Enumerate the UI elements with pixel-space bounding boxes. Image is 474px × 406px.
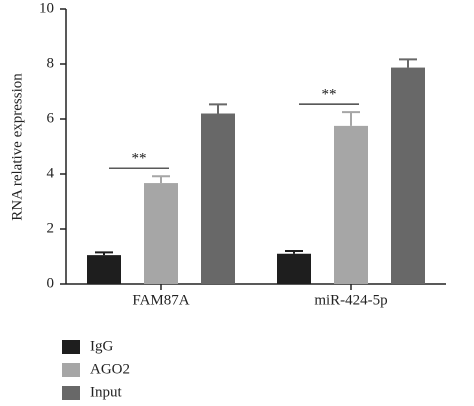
bar [201, 113, 235, 284]
error-bar [342, 111, 360, 126]
y-axis-label: RNA relative expression [9, 73, 25, 221]
y-tick-label: 6 [47, 110, 55, 126]
legend-label: AGO2 [90, 361, 130, 377]
x-tick-label: FAM87A [132, 292, 189, 308]
error-bar [209, 103, 227, 114]
error-bar [152, 175, 170, 184]
error-bar [95, 251, 113, 256]
legend-swatch [62, 363, 80, 377]
y-tick-label: 0 [47, 275, 55, 291]
legend-label: Input [90, 384, 122, 400]
significance-label: ** [322, 87, 337, 103]
y-tick-label: 10 [39, 0, 54, 16]
bar [277, 253, 311, 284]
legend-label: IgG [90, 338, 113, 354]
legend-swatch [62, 340, 80, 354]
bar [144, 183, 178, 284]
bar [391, 67, 425, 284]
bar [334, 125, 368, 284]
error-bar [399, 58, 417, 68]
y-tick-label: 8 [47, 55, 55, 71]
x-tick-label: miR-424-5p [314, 292, 387, 308]
y-tick-label: 4 [47, 165, 55, 181]
significance-label: ** [132, 151, 147, 167]
error-bar [285, 250, 303, 254]
y-tick-label: 2 [47, 220, 55, 236]
legend-swatch [62, 386, 80, 400]
bar [87, 255, 121, 284]
